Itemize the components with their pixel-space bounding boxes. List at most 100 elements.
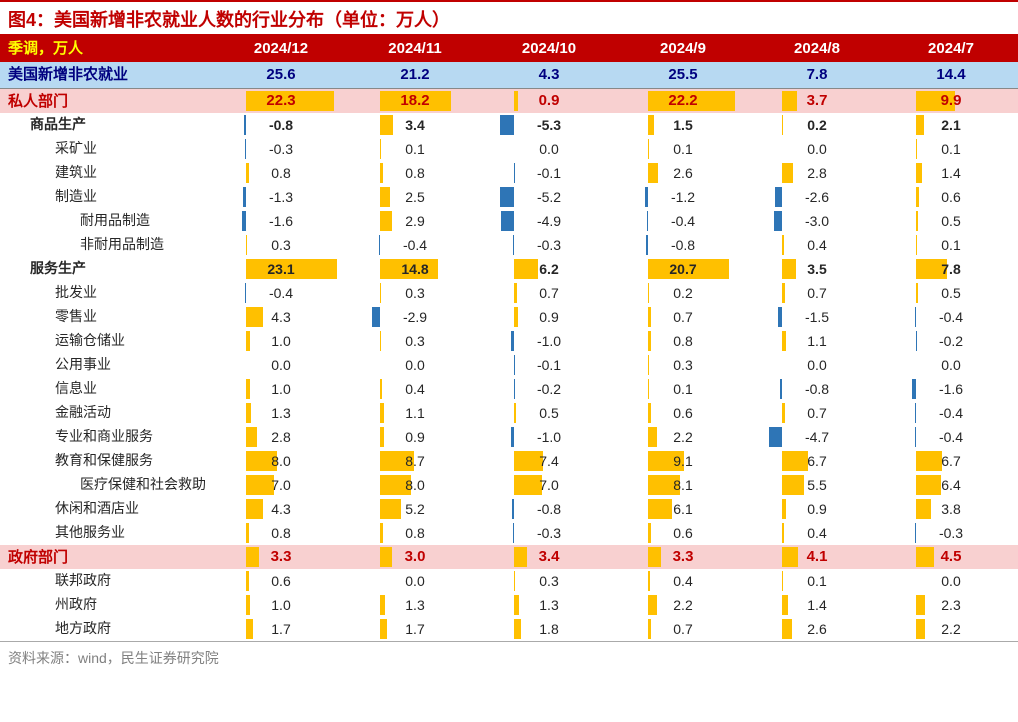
data-cell: -0.3 (884, 521, 1018, 545)
data-cell: 0.8 (348, 161, 482, 185)
cell-value: 0.0 (271, 357, 290, 373)
cell-value: -0.4 (671, 213, 695, 229)
cell-value: 1.3 (539, 597, 558, 613)
bar-positive (782, 403, 785, 423)
table-row: 其他服务业0.80.8-0.30.60.4-0.3 (0, 521, 1018, 545)
bar-positive (648, 499, 672, 519)
table-row: 零售业4.3-2.90.90.7-1.5-0.4 (0, 305, 1018, 329)
data-cell: 3.4 (482, 545, 616, 569)
data-cell: -0.8 (750, 377, 884, 401)
data-cell: -1.3 (214, 185, 348, 209)
data-cell: 0.9 (750, 497, 884, 521)
data-cell: 1.0 (214, 593, 348, 617)
data-cell: -5.3 (482, 113, 616, 137)
bar-positive (514, 403, 516, 423)
row-label: 零售业 (0, 305, 214, 329)
cell-value: 0.4 (807, 525, 826, 541)
bar-positive (782, 547, 798, 567)
row-label: 专业和商业服务 (0, 425, 214, 449)
cell-value: 2.2 (673, 429, 692, 445)
header-col: 2024/10 (482, 36, 616, 62)
bar-positive (380, 283, 381, 303)
bar-positive (782, 499, 786, 519)
bar-positive (916, 283, 918, 303)
data-cell: 3.0 (348, 545, 482, 569)
cell-value: 6.1 (673, 501, 692, 517)
cell-value: 0.2 (673, 285, 692, 301)
row-label: 批发业 (0, 281, 214, 305)
cell-value: 0.1 (405, 141, 424, 157)
cell-value: 7.4 (539, 453, 558, 469)
data-cell: -0.4 (616, 209, 750, 233)
cell-value: 2.8 (271, 429, 290, 445)
cell-value: 22.3 (266, 92, 295, 109)
table-row: 医疗保健和社会救助7.08.07.08.15.56.4 (0, 473, 1018, 497)
cell-value: -0.4 (939, 405, 963, 421)
data-cell: 0.7 (616, 617, 750, 641)
cell-value: 1.4 (807, 597, 826, 613)
cell-value: 2.2 (941, 621, 960, 637)
bar-positive (514, 619, 521, 639)
cell-value: 0.6 (271, 573, 290, 589)
data-cell: -0.4 (884, 401, 1018, 425)
row-label: 私人部门 (0, 89, 214, 113)
data-cell: 1.7 (348, 617, 482, 641)
data-cell: 0.9 (482, 305, 616, 329)
bar-negative (645, 187, 648, 207)
data-cell: 0.1 (616, 377, 750, 401)
bar-positive (782, 331, 786, 351)
cell-value: 2.8 (807, 165, 826, 181)
bar-negative (511, 427, 514, 447)
data-cell: 0.7 (616, 305, 750, 329)
table-row: 教育和保健服务8.08.77.49.16.76.7 (0, 449, 1018, 473)
cell-value: 1.5 (673, 117, 692, 133)
cell-value: 2.6 (807, 621, 826, 637)
cell-value: -0.4 (939, 429, 963, 445)
bar-positive (246, 403, 251, 423)
bar-negative (512, 499, 514, 519)
data-cell: -0.1 (482, 353, 616, 377)
summary-cell: 14.4 (884, 62, 1018, 88)
cell-value: 3.4 (405, 117, 424, 133)
data-cell: -4.9 (482, 209, 616, 233)
data-cell: -0.8 (214, 113, 348, 137)
cell-value: 0.0 (941, 357, 960, 373)
bar-positive (782, 283, 785, 303)
bar-positive (782, 115, 783, 135)
bar-positive (782, 595, 787, 615)
data-cell: -1.6 (214, 209, 348, 233)
cell-value: 0.4 (807, 237, 826, 253)
cell-value: 0.4 (405, 381, 424, 397)
cell-value: 20.7 (669, 261, 696, 277)
bar-negative (514, 379, 515, 399)
cell-value: 8.0 (405, 477, 424, 493)
table-row: 公用事业0.00.0-0.10.30.00.0 (0, 353, 1018, 377)
bar-positive (648, 163, 658, 183)
data-cell: 1.0 (214, 329, 348, 353)
table-row: 地方政府1.71.71.80.72.62.2 (0, 617, 1018, 641)
header-col: 2024/8 (750, 36, 884, 62)
data-cell: -0.2 (884, 329, 1018, 353)
bar-positive (380, 379, 382, 399)
table-row: 商品生产-0.83.4-5.31.50.22.1 (0, 113, 1018, 137)
summary-cell: 7.8 (750, 62, 884, 88)
data-cell: 4.3 (214, 305, 348, 329)
bar-positive (380, 547, 392, 567)
cell-value: -1.6 (939, 381, 963, 397)
cell-value: 0.3 (539, 573, 558, 589)
table-row: 耐用品制造-1.62.9-4.9-0.4-3.00.5 (0, 209, 1018, 233)
cell-value: 4.5 (941, 548, 962, 565)
data-cell: 0.1 (884, 233, 1018, 257)
data-cell: 6.4 (884, 473, 1018, 497)
data-cell: -0.3 (214, 137, 348, 161)
cell-value: 0.7 (673, 621, 692, 637)
cell-value: 0.0 (807, 357, 826, 373)
bar-positive (514, 595, 519, 615)
data-cell: 2.5 (348, 185, 482, 209)
table-row: 运输仓储业1.00.3-1.00.81.1-0.2 (0, 329, 1018, 353)
bar-positive (380, 211, 391, 231)
bar-positive (246, 163, 249, 183)
bar-negative (780, 379, 782, 399)
cell-value: 4.3 (271, 501, 290, 517)
row-label: 服务生产 (0, 257, 214, 281)
